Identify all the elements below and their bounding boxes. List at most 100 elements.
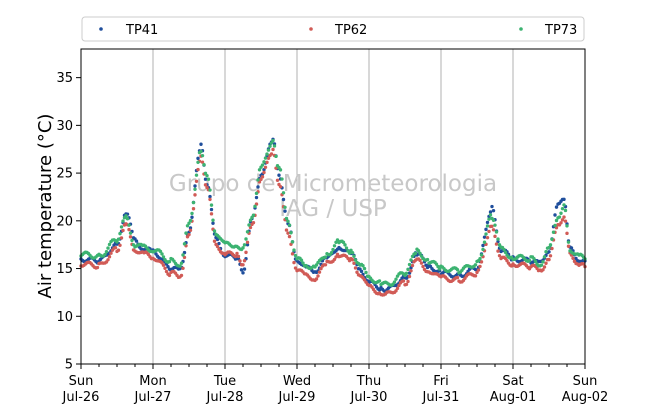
y-tick-label: 10 (56, 310, 73, 325)
data-point (118, 231, 122, 236)
data-point (236, 254, 241, 259)
data-point (269, 152, 274, 156)
data-point (488, 210, 493, 214)
x-tick-label-date: Aug-02 (562, 390, 609, 405)
data-point (395, 286, 400, 291)
legend-label-1: TP62 (334, 23, 367, 38)
data-point (550, 246, 554, 251)
data-point (571, 256, 575, 260)
gridlines (152, 49, 514, 364)
data-point (128, 231, 133, 235)
data-point (211, 221, 215, 225)
data-point (196, 160, 200, 164)
data-point (542, 255, 547, 259)
data-point (164, 269, 169, 274)
y-axis-title: Air temperature (°C) (35, 114, 56, 299)
y-tick-label: 15 (56, 262, 73, 277)
data-point (158, 249, 163, 254)
data-point (487, 217, 491, 221)
data-point (292, 260, 296, 265)
data-point (241, 271, 245, 275)
data-point (548, 254, 553, 258)
data-point (476, 268, 481, 272)
data-point (217, 247, 221, 251)
data-point (565, 224, 569, 228)
data-point (377, 279, 382, 283)
data-point (191, 207, 196, 211)
data-point (241, 246, 245, 250)
data-point (286, 219, 290, 223)
y-tick-label: 35 (56, 71, 73, 86)
data-point (418, 258, 422, 263)
data-point (542, 265, 547, 269)
data-point (332, 257, 337, 262)
data-point (362, 266, 367, 271)
data-point (565, 231, 569, 236)
data-point (494, 242, 499, 246)
data-point (196, 167, 200, 172)
data-point (478, 264, 482, 269)
data-point (364, 270, 368, 275)
data-point (235, 251, 239, 256)
data-point (533, 259, 538, 264)
data-series (79, 137, 587, 297)
data-point (190, 215, 194, 219)
x-tick-label-date: Jul-30 (350, 390, 388, 405)
data-point (134, 239, 139, 243)
data-point (409, 258, 413, 262)
data-point (251, 213, 256, 217)
data-point (200, 160, 205, 164)
data-point (242, 267, 247, 271)
data-point (215, 244, 220, 249)
watermark-line-2: IAG / USP (279, 196, 387, 222)
data-point (260, 163, 265, 167)
data-point (323, 263, 328, 267)
data-point (121, 228, 125, 233)
data-point (215, 237, 220, 242)
data-point (116, 237, 121, 241)
data-point (109, 251, 113, 255)
data-point (559, 221, 563, 225)
data-point (496, 237, 500, 241)
data-point (478, 257, 482, 261)
data-point (281, 197, 286, 202)
data-point (359, 269, 364, 274)
legend-marker-0 (99, 27, 103, 31)
data-point (343, 243, 347, 247)
data-point (473, 263, 478, 267)
data-point (127, 227, 131, 232)
data-point (244, 237, 248, 241)
data-point (331, 247, 335, 252)
data-point (425, 257, 430, 262)
data-point (493, 234, 497, 239)
data-point (182, 242, 187, 246)
data-point (563, 208, 568, 213)
data-point (242, 259, 247, 263)
data-point (407, 274, 412, 279)
data-point (260, 175, 265, 179)
data-point (263, 156, 268, 160)
data-point (209, 207, 214, 212)
x-tick-label-date: Aug-01 (490, 390, 537, 405)
data-point (562, 197, 566, 202)
x-tick-label-day: Wed (283, 374, 311, 389)
data-point (248, 218, 253, 222)
data-point (283, 205, 287, 209)
data-point (193, 193, 197, 197)
data-point (547, 250, 551, 254)
data-point (301, 261, 305, 265)
data-point (491, 218, 496, 222)
data-point (251, 220, 256, 225)
data-point (316, 274, 320, 278)
data-point (341, 240, 346, 245)
x-tick-label-day: Sun (573, 374, 598, 389)
data-point (394, 289, 398, 293)
x-tick-label-day: Tue (213, 374, 236, 389)
data-point (409, 269, 413, 273)
data-point (208, 194, 212, 199)
data-point (290, 252, 295, 256)
data-point (539, 263, 544, 267)
data-point (421, 264, 425, 269)
data-point (203, 177, 208, 181)
data-point (257, 168, 262, 172)
